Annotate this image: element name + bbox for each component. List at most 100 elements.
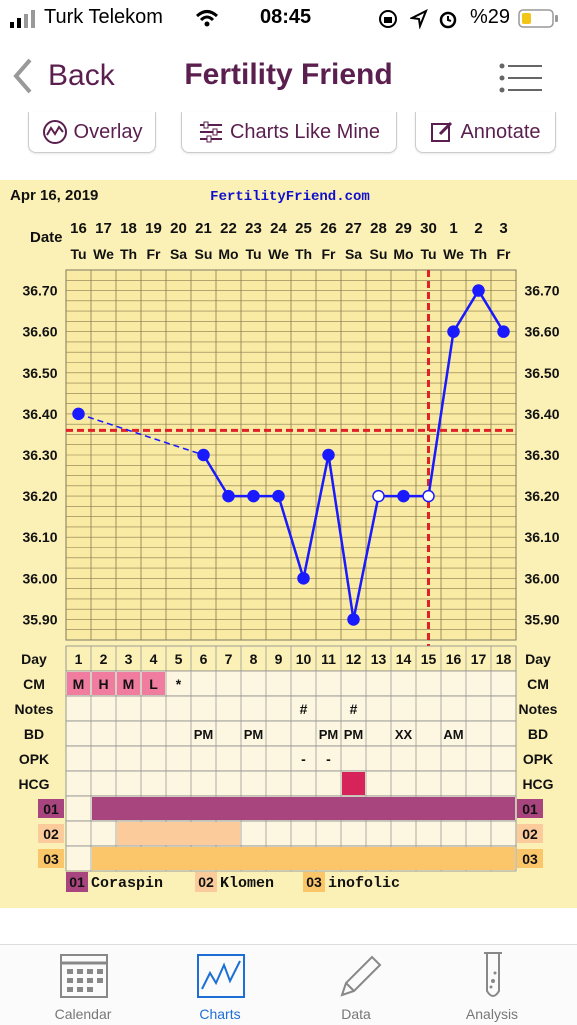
date-tick-label: 19: [145, 220, 162, 237]
weekday-tick-label: Th: [295, 246, 312, 262]
cm-cell-fill: [92, 672, 115, 695]
legend-swatch: [303, 872, 325, 892]
cm-value: M: [73, 676, 85, 692]
tab-data[interactable]: Data: [296, 945, 416, 1025]
temperature-line-segment: [477, 289, 505, 333]
weekday-tick-label: Fr: [322, 246, 337, 262]
date-tick-label: 22: [220, 220, 237, 237]
legend-code: 03: [306, 874, 322, 890]
carrier-name: Turk Telekom: [44, 6, 163, 28]
med-bar: [92, 797, 515, 820]
temperature-point[interactable]: [347, 613, 360, 626]
bbt-chart[interactable]: 16 17 18 19 20 21 22 23 24 25 26 27 28 29 30 1 2 3 Tu We Th F…: [0, 180, 577, 908]
wifi-icon: [195, 10, 219, 27]
temperature-point[interactable]: [322, 448, 335, 462]
row-label-left: OPK: [19, 751, 49, 767]
alarm-icon: [439, 11, 457, 29]
row-label-right: Day: [525, 651, 551, 667]
temperature-point[interactable]: [222, 489, 235, 503]
date-tick-label: 28: [370, 220, 387, 237]
weekday-tick-label: Mo: [393, 246, 413, 262]
row-label-right: HCG: [522, 776, 553, 792]
hamburger-menu-icon: [499, 63, 542, 93]
temperature-point[interactable]: [497, 325, 510, 338]
legend-name: Klomen: [220, 875, 274, 892]
date-tick-label: 25: [295, 220, 312, 237]
day-number: 14: [396, 651, 412, 667]
chart-icon: [197, 954, 245, 998]
chevron-left-icon: [13, 58, 32, 94]
y-tick-label-right: 36.50: [524, 365, 559, 381]
legend-code: 02: [198, 874, 214, 890]
date-tick-label: 24: [270, 220, 287, 237]
temperature-point[interactable]: [247, 489, 260, 503]
temperature-point[interactable]: [72, 407, 85, 421]
temperature-point[interactable]: [272, 489, 285, 503]
temperature-line-segment: [327, 454, 355, 620]
y-tick-label-left: 36.40: [22, 406, 57, 422]
menu-button[interactable]: [498, 60, 548, 96]
date-tick-label: 17: [95, 220, 112, 237]
tab-calendar[interactable]: Calendar: [23, 945, 143, 1025]
day-number: 11: [321, 651, 336, 667]
med-label-bg-right: [517, 849, 543, 868]
chart-date: Apr 16, 2019: [10, 187, 98, 204]
overlay-button[interactable]: Overlay: [28, 112, 156, 153]
edit-icon: [431, 121, 453, 142]
tab-data-label: Data: [341, 1006, 371, 1022]
tab-analysis[interactable]: Analysis: [432, 945, 552, 1025]
med-label-bg-left: [38, 849, 64, 868]
med-row-label-left: 03: [43, 851, 59, 867]
temperature-point[interactable]: [422, 489, 435, 503]
med-label-bg-left: [38, 799, 64, 818]
day-number: 17: [471, 651, 487, 667]
y-tick-label-right: 36.20: [524, 488, 559, 504]
annotate-button[interactable]: Annotate: [415, 112, 556, 153]
y-tick-label-right: 35.90: [524, 611, 559, 627]
med-row-label-right: 01: [522, 801, 538, 817]
location-icon: [410, 9, 428, 29]
battery-icon: [518, 9, 558, 28]
temperature-point[interactable]: [197, 448, 210, 462]
day-number: 5: [175, 651, 183, 667]
day-number: 10: [296, 651, 312, 667]
cm-value: L: [149, 676, 158, 692]
date-tick-label: 30: [420, 220, 437, 237]
temperature-point[interactable]: [297, 572, 310, 585]
row-label-left: CM: [23, 676, 45, 692]
row-label-right: BD: [528, 726, 548, 742]
date-tick-label: 20: [170, 220, 187, 237]
test-tube-icon: [484, 952, 502, 997]
temperature-point[interactable]: [447, 325, 460, 338]
day-number: 8: [250, 651, 258, 667]
bd-value: PM: [319, 727, 339, 742]
weekday-tick-label: We: [443, 246, 464, 262]
tab-charts-label: Charts: [199, 1006, 241, 1022]
row-label-left: Notes: [15, 701, 54, 717]
temperature-point[interactable]: [372, 489, 385, 503]
temperature-point[interactable]: [472, 284, 485, 297]
tab-charts[interactable]: Charts: [160, 945, 280, 1025]
weekday-tick-label: Fr: [497, 246, 512, 262]
note-mark: #: [350, 701, 358, 717]
day-number: 16: [446, 651, 462, 667]
y-tick-label-left: 36.70: [22, 283, 57, 299]
weekday-tick-label: Tu: [420, 246, 436, 262]
date-tick-label: 26: [320, 220, 337, 237]
temperature-line-segment: [78, 413, 204, 456]
annotate-label: Annotate: [460, 120, 541, 143]
legend-swatch: [195, 872, 217, 892]
bd-value: AM: [443, 727, 463, 742]
bd-value: XX: [395, 727, 413, 742]
back-button[interactable]: Back: [12, 56, 115, 96]
day-number: 3: [125, 651, 133, 667]
cm-value: *: [176, 676, 182, 692]
weekday-tick-label: We: [93, 246, 114, 262]
temperature-point[interactable]: [397, 489, 410, 503]
chart-site: FertilityFriend.com: [210, 189, 370, 205]
charts-like-mine-button[interactable]: Charts Like Mine: [181, 112, 397, 153]
weekday-tick-label: Su: [370, 246, 388, 262]
row-label-left: BD: [24, 726, 44, 742]
overlay-icon: [42, 120, 67, 144]
cm-value: H: [98, 676, 108, 692]
